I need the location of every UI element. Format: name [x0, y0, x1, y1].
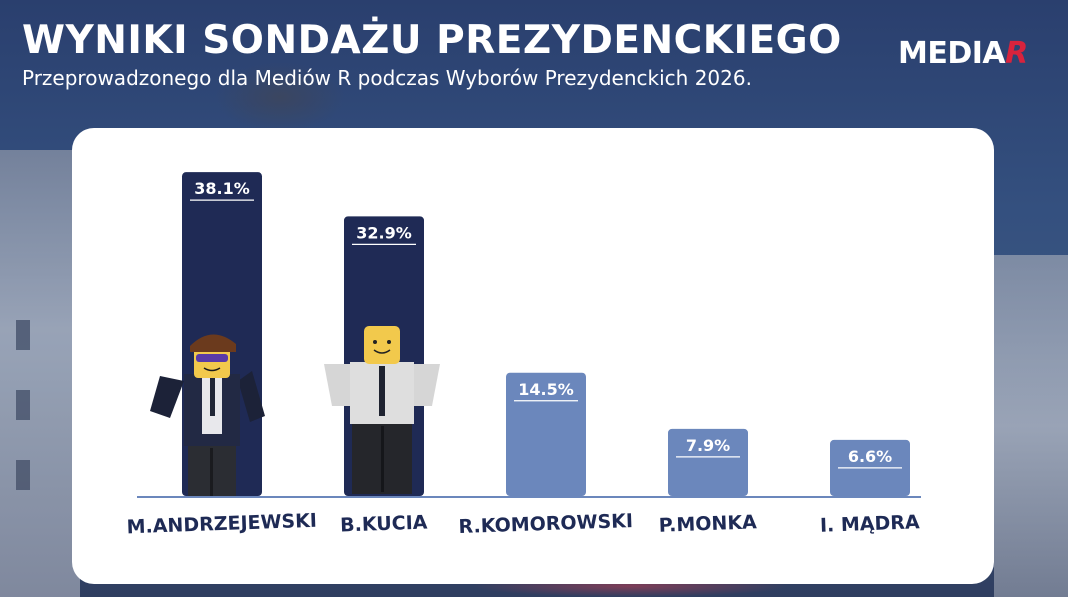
media-r-logo: MEDIAR	[898, 36, 1028, 71]
bar-value-label-2: 32.9%	[356, 223, 412, 242]
bar-value-label-5: 6.6%	[848, 447, 892, 466]
bar-value-label-4: 7.9%	[686, 436, 730, 455]
category-label-3: R.KOMOROWSKI	[458, 510, 633, 538]
chart-panel: 38.1% M.ANDRZEJEWSKI 32.9% B.KUCIA 14.5% R.KO…	[72, 128, 994, 584]
background-window	[16, 460, 30, 490]
background-window	[16, 390, 30, 420]
bar-4	[668, 428, 748, 496]
bars-layer	[182, 172, 910, 496]
page-title: WYNIKI SONDAŻU PREZYDENCKIEGO	[22, 18, 842, 63]
logo-accent: R	[1005, 36, 1028, 71]
bar-value-label-3: 14.5%	[518, 380, 574, 399]
background-building-right	[994, 255, 1068, 597]
category-label-2: B.KUCIA	[340, 511, 428, 536]
category-label-5: I. MĄDRA	[820, 511, 921, 536]
avatar-figure-1	[150, 334, 265, 496]
background-window	[16, 320, 30, 350]
avatar-figure-2	[324, 326, 440, 494]
page-subtitle: Przeprowadzonego dla Mediów R podczas Wy…	[22, 66, 752, 90]
bar-value-label-1: 38.1%	[194, 179, 250, 198]
avatars-layer	[150, 326, 440, 496]
bar-chart: 38.1% M.ANDRZEJEWSKI 32.9% B.KUCIA 14.5% R.KO…	[126, 172, 921, 539]
category-label-4: P.MONKA	[658, 511, 757, 536]
bar-3	[506, 372, 586, 496]
category-label-1: M.ANDRZEJEWSKI	[126, 510, 317, 539]
logo-text: MEDIA	[898, 36, 1006, 71]
background-building-left	[0, 150, 80, 597]
background-statue	[215, 62, 345, 132]
